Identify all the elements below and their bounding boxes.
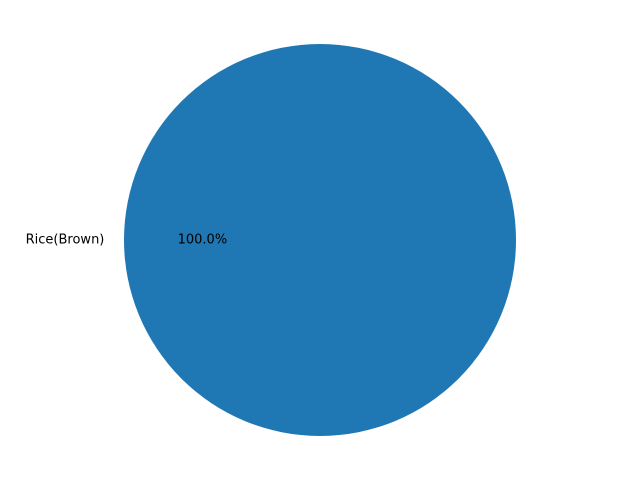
pie-labels: Rice(Brown) 100.0% [26,233,228,248]
pie-slice-0 [124,44,516,436]
pie-slices [124,44,516,436]
slice-label: Rice(Brown) [26,233,105,248]
slice-percent-label: 100.0% [178,233,228,248]
